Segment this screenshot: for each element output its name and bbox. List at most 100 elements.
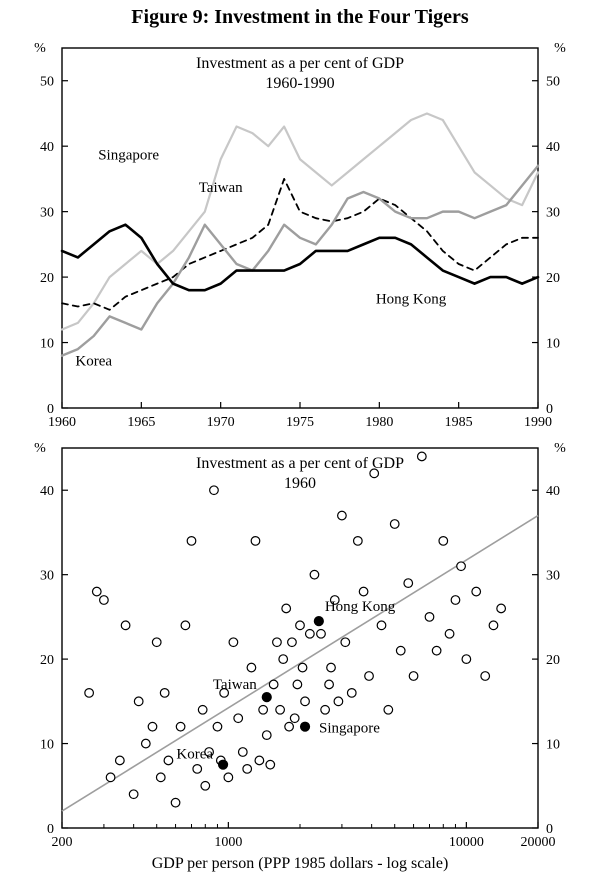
scatter-point xyxy=(497,604,506,613)
scatter-point xyxy=(251,537,260,546)
scatter-point xyxy=(156,773,165,782)
svg-text:40: 40 xyxy=(546,140,560,155)
scatter-point xyxy=(285,722,294,731)
svg-text:1970: 1970 xyxy=(207,415,235,430)
scatter-point xyxy=(396,646,405,655)
scatter-point xyxy=(229,638,238,647)
scatter-point xyxy=(288,638,297,647)
svg-text:40: 40 xyxy=(40,140,54,155)
scatter-point xyxy=(255,756,264,765)
scatter-point xyxy=(439,537,448,546)
scatter-point xyxy=(116,756,125,765)
svg-text:1975: 1975 xyxy=(286,415,314,430)
scatter-point xyxy=(269,680,278,689)
svg-text:Investment as a per cent of GD: Investment as a per cent of GDP xyxy=(196,455,404,472)
highlight-point xyxy=(262,693,271,702)
scatter-point xyxy=(310,570,319,579)
scatter-point xyxy=(106,773,115,782)
panel2: 001010202030304040%%20010001000020000GDP… xyxy=(34,441,566,872)
scatter-point xyxy=(160,689,169,698)
scatter-point xyxy=(365,672,374,681)
scatter-point xyxy=(187,537,196,546)
highlight-label: Hong Kong xyxy=(325,599,396,615)
series-label-singapore: Singapore xyxy=(98,147,159,163)
scatter-point xyxy=(239,748,248,757)
scatter-point xyxy=(193,765,202,774)
scatter-point xyxy=(377,621,386,630)
scatter-point xyxy=(259,705,268,714)
scatter-point xyxy=(273,638,282,647)
scatter-point xyxy=(347,689,356,698)
highlight-point xyxy=(218,760,227,769)
svg-text:30: 30 xyxy=(546,206,560,221)
svg-text:40: 40 xyxy=(546,484,560,499)
svg-text:1990: 1990 xyxy=(524,415,552,430)
scatter-point xyxy=(451,596,460,605)
svg-text:10000: 10000 xyxy=(449,835,484,850)
svg-text:%: % xyxy=(554,441,566,456)
svg-text:%: % xyxy=(34,41,46,56)
svg-text:20000: 20000 xyxy=(521,835,556,850)
panel1: 0010102020303040405050%%1960196519701975… xyxy=(34,41,566,430)
scatter-point xyxy=(404,579,413,588)
scatter-point xyxy=(354,537,363,546)
scatter-point xyxy=(462,655,471,664)
scatter-point xyxy=(100,596,109,605)
scatter-point xyxy=(234,714,243,723)
scatter-point xyxy=(481,672,490,681)
scatter-point xyxy=(341,638,350,647)
scatter-point xyxy=(176,722,185,731)
series-korea xyxy=(62,166,538,356)
scatter-point xyxy=(164,756,173,765)
scatter-point xyxy=(293,680,302,689)
figure-page: Figure 9: Investment in the Four Tigers … xyxy=(0,0,600,889)
scatter-point xyxy=(276,705,285,714)
svg-text:30: 30 xyxy=(40,569,54,584)
scatter-point xyxy=(129,790,138,799)
scatter-point xyxy=(171,798,180,807)
scatter-point xyxy=(201,781,210,790)
svg-text:10: 10 xyxy=(40,738,54,753)
svg-text:Investment as a per cent of GD: Investment as a per cent of GDP xyxy=(196,55,404,72)
svg-text:10: 10 xyxy=(40,337,54,352)
scatter-point xyxy=(359,587,368,596)
scatter-point xyxy=(296,621,305,630)
scatter-point xyxy=(282,604,291,613)
series-singapore xyxy=(62,113,538,329)
scatter-point xyxy=(321,705,330,714)
svg-text:50: 50 xyxy=(40,75,54,90)
svg-text:10: 10 xyxy=(546,738,560,753)
svg-text:20: 20 xyxy=(546,271,560,286)
scatter-point xyxy=(325,680,334,689)
series-taiwan xyxy=(62,179,538,310)
scatter-point xyxy=(290,714,299,723)
series-label-hongkong: Hong Kong xyxy=(376,291,447,307)
svg-text:30: 30 xyxy=(40,206,54,221)
scatter-point xyxy=(472,587,481,596)
svg-text:1985: 1985 xyxy=(445,415,473,430)
scatter-point xyxy=(334,697,343,706)
svg-text:10: 10 xyxy=(546,337,560,352)
scatter-point xyxy=(262,731,271,740)
charts-svg: 0010102020303040405050%%1960196519701975… xyxy=(0,0,600,889)
highlight-label: Singapore xyxy=(319,721,380,737)
scatter-point xyxy=(121,621,130,630)
scatter-point xyxy=(445,629,454,638)
scatter-point xyxy=(301,697,310,706)
scatter-point xyxy=(418,452,427,461)
scatter-point xyxy=(247,663,256,672)
scatter-point xyxy=(213,722,222,731)
svg-text:1980: 1980 xyxy=(365,415,393,430)
svg-text:20: 20 xyxy=(40,271,54,286)
svg-text:200: 200 xyxy=(52,835,73,850)
scatter-point xyxy=(142,739,151,748)
scatter-point xyxy=(266,760,275,769)
scatter-point xyxy=(134,697,143,706)
scatter-point xyxy=(152,638,161,647)
x-axis-label: GDP per person (PPP 1985 dollars - log s… xyxy=(152,855,449,872)
scatter-point xyxy=(224,773,233,782)
scatter-point xyxy=(390,520,399,529)
scatter-point xyxy=(457,562,466,571)
scatter-point xyxy=(317,629,326,638)
scatter-point xyxy=(210,486,219,495)
